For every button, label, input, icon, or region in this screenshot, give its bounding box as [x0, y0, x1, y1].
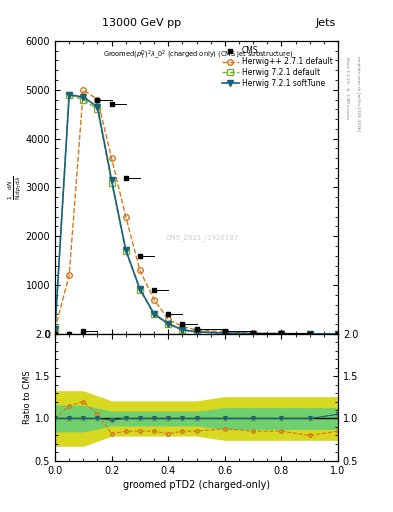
Herwig 7.2.1 default [123, 248, 128, 254]
CMS [251, 330, 255, 336]
CMS [53, 331, 57, 337]
Herwig 7.2.1 default [53, 326, 57, 332]
Herwig++ 2.7.1 default [53, 326, 57, 332]
Herwig++ 2.7.1 default [81, 87, 86, 93]
CMS [81, 328, 86, 334]
CMS [279, 330, 284, 336]
Line: Herwig 7.2.1 default: Herwig 7.2.1 default [52, 92, 341, 336]
Herwig++ 2.7.1 default [109, 155, 114, 161]
Herwig++ 2.7.1 default [194, 327, 199, 333]
Herwig 7.2.1 softTune [53, 326, 57, 332]
Herwig 7.2.1 default [109, 180, 114, 186]
Herwig 7.2.1 softTune [336, 331, 340, 337]
CMS [109, 101, 114, 108]
CMS [307, 331, 312, 337]
Herwig 7.2.1 softTune [307, 331, 312, 337]
Legend: CMS, Herwig++ 2.7.1 default, Herwig 7.2.1 default, Herwig 7.2.1 softTune: CMS, Herwig++ 2.7.1 default, Herwig 7.2.… [220, 45, 334, 90]
Herwig++ 2.7.1 default [95, 96, 100, 102]
Text: Jets: Jets [316, 18, 336, 28]
Herwig++ 2.7.1 default [166, 316, 171, 322]
Herwig++ 2.7.1 default [251, 330, 255, 336]
Text: mcplots.cern.ch [arXiv:1306.3436]: mcplots.cern.ch [arXiv:1306.3436] [356, 56, 360, 132]
Herwig 7.2.1 default [152, 311, 156, 317]
CMS [180, 321, 185, 327]
Herwig 7.2.1 softTune [279, 331, 284, 337]
Herwig 7.2.1 default [279, 331, 284, 337]
Y-axis label: Ratio to CMS: Ratio to CMS [23, 371, 32, 424]
Herwig 7.2.1 softTune [123, 247, 128, 253]
Herwig 7.2.1 default [251, 330, 255, 336]
Herwig++ 2.7.1 default [222, 329, 227, 335]
Herwig++ 2.7.1 default [336, 331, 340, 337]
Herwig 7.2.1 default [67, 92, 72, 98]
Herwig 7.2.1 default [81, 96, 86, 102]
CMS [95, 96, 100, 102]
Herwig 7.2.1 default [194, 329, 199, 335]
Herwig++ 2.7.1 default [123, 214, 128, 220]
Herwig 7.2.1 default [336, 331, 340, 337]
Herwig 7.2.1 softTune [95, 104, 100, 110]
Herwig 7.2.1 softTune [67, 92, 72, 98]
Herwig 7.2.1 softTune [109, 177, 114, 183]
Herwig 7.2.1 default [307, 331, 312, 337]
CMS [67, 331, 72, 337]
CMS [152, 287, 156, 293]
Line: Herwig 7.2.1 softTune: Herwig 7.2.1 softTune [52, 92, 341, 336]
CMS [123, 175, 128, 181]
Herwig++ 2.7.1 default [138, 267, 142, 273]
Herwig 7.2.1 softTune [222, 330, 227, 336]
Herwig 7.2.1 softTune [194, 329, 199, 335]
Herwig 7.2.1 default [166, 321, 171, 327]
Herwig++ 2.7.1 default [180, 324, 185, 330]
Herwig 7.2.1 softTune [152, 311, 156, 317]
X-axis label: groomed pTD2 (charged-only): groomed pTD2 (charged-only) [123, 480, 270, 490]
Text: Rivet 3.1.10, $\geq$ 3.2M events: Rivet 3.1.10, $\geq$ 3.2M events [344, 56, 351, 121]
Herwig 7.2.1 default [180, 327, 185, 333]
Herwig 7.2.1 softTune [81, 94, 86, 100]
Herwig++ 2.7.1 default [152, 296, 156, 303]
Herwig 7.2.1 softTune [138, 286, 142, 292]
Herwig 7.2.1 default [222, 330, 227, 336]
Text: 13000 GeV pp: 13000 GeV pp [102, 18, 181, 28]
CMS [194, 326, 199, 332]
Herwig++ 2.7.1 default [307, 331, 312, 337]
Y-axis label: $\frac{1}{\mathrm{N}}\frac{\mathrm{d}N}{\mathrm{d}p_T\mathrm{d}\lambda}$: $\frac{1}{\mathrm{N}}\frac{\mathrm{d}N}{… [7, 175, 24, 200]
Line: CMS: CMS [53, 97, 340, 336]
Herwig 7.2.1 softTune [166, 321, 171, 327]
Herwig 7.2.1 default [95, 106, 100, 112]
Line: Herwig++ 2.7.1 default: Herwig++ 2.7.1 default [52, 87, 341, 336]
Herwig 7.2.1 default [138, 287, 142, 293]
Herwig++ 2.7.1 default [67, 272, 72, 279]
CMS [336, 331, 340, 337]
Herwig 7.2.1 softTune [180, 327, 185, 333]
Herwig++ 2.7.1 default [279, 330, 284, 336]
CMS [166, 311, 171, 317]
Text: Groomed$(p_T^D)^2\lambda\_0^2$ (charged only) (CMS jet substructure): Groomed$(p_T^D)^2\lambda\_0^2$ (charged … [103, 48, 294, 61]
CMS [138, 253, 142, 259]
Text: CMS_2021_I1920187: CMS_2021_I1920187 [165, 234, 239, 241]
Herwig 7.2.1 softTune [251, 330, 255, 336]
CMS [222, 328, 227, 334]
